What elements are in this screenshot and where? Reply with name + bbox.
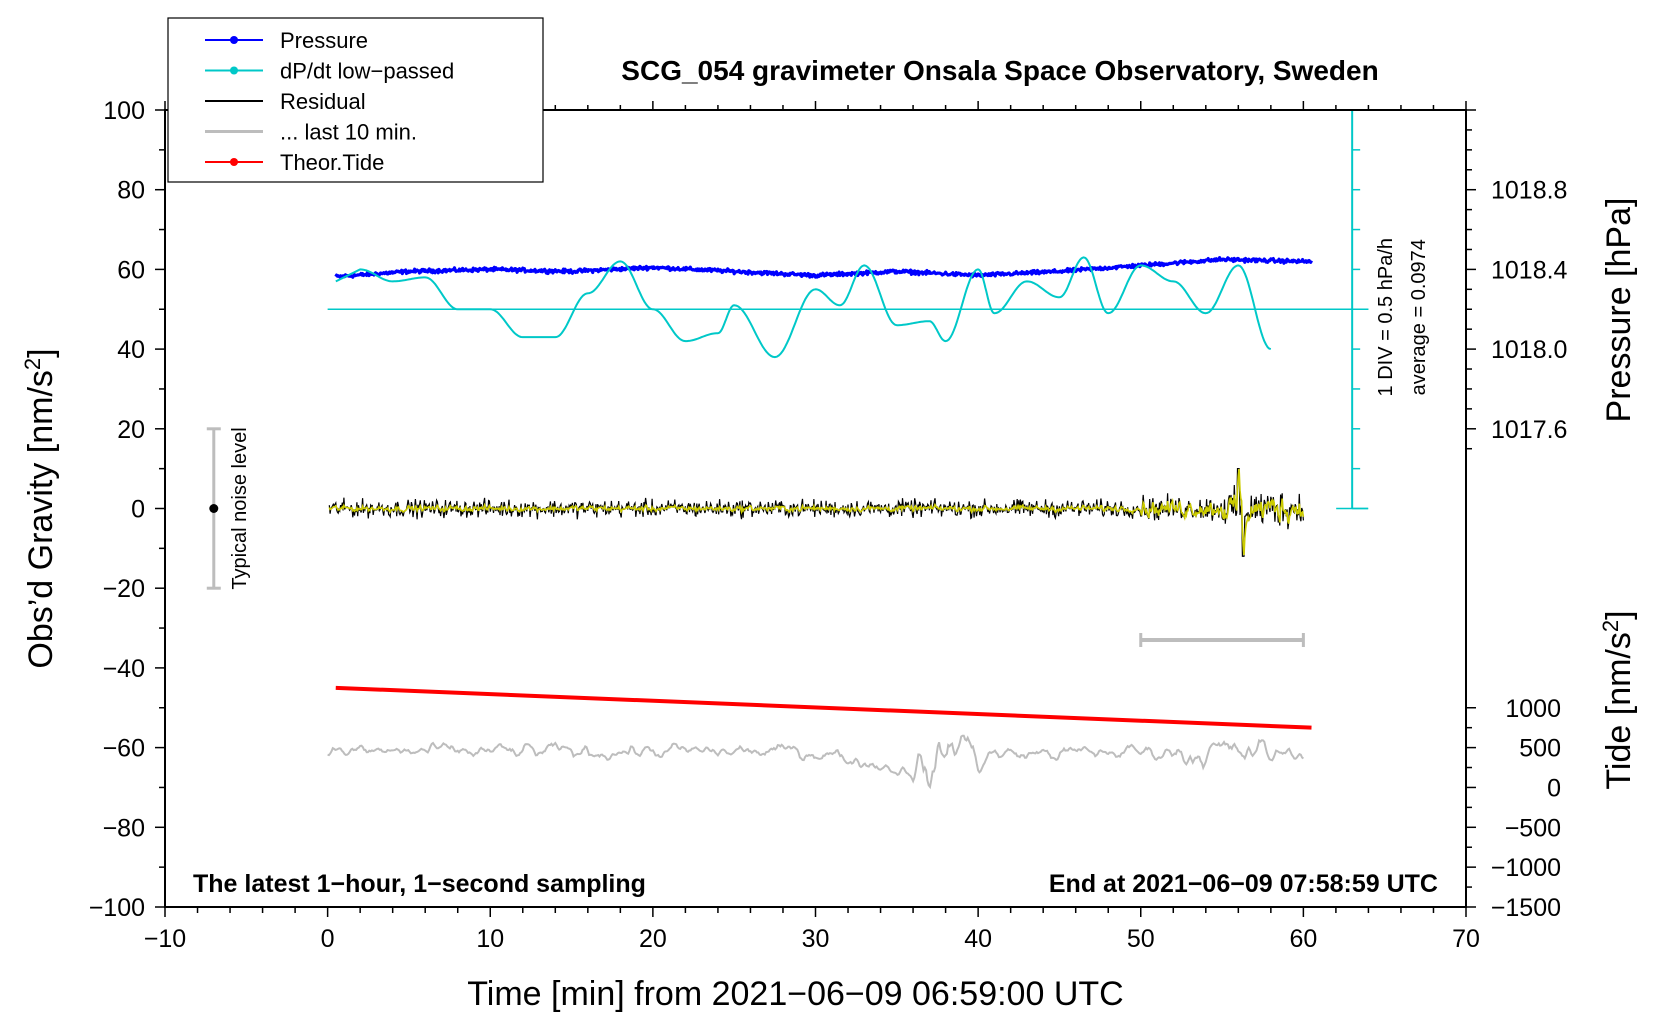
series-last10 (327, 734, 1305, 790)
y-tick-label: −100 (89, 894, 145, 922)
pressure-tick-label: 1018.0 (1491, 336, 1567, 364)
x-tick-label: 70 (1452, 925, 1480, 953)
tide-axis-title: Tide [nm/s2] (1598, 610, 1638, 789)
x-tick-label: 20 (639, 925, 667, 953)
y-tick-label: −80 (103, 814, 145, 842)
legend-label: ... last 10 min. (280, 120, 417, 145)
y-tick-label: −20 (103, 575, 145, 603)
x-tick-label: 10 (476, 925, 504, 953)
tide-tick-label: 0 (1547, 774, 1561, 802)
x-tick-label: 40 (964, 925, 992, 953)
noise-label: Typical noise level (229, 427, 251, 589)
tide-tick-label: −1500 (1491, 894, 1561, 922)
tide-tick-label: −500 (1505, 814, 1561, 842)
pressure-tick-label: 1018.8 (1491, 177, 1567, 205)
x-axis-title: Time [min] from 2021−06−09 06:59:00 UTC (467, 975, 1123, 1013)
x-tick-label: 30 (802, 925, 830, 953)
y-tick-label: 100 (103, 97, 145, 125)
y-tick-label: −40 (103, 655, 145, 683)
y-tick-label: 40 (117, 336, 145, 364)
x-tick-label: 60 (1289, 925, 1317, 953)
legend-marker (230, 158, 238, 166)
legend-marker (230, 36, 238, 44)
x-tick-label: 0 (321, 925, 335, 953)
series-tide (335, 685, 1312, 730)
series-pressure (334, 256, 1313, 279)
legend-label: Residual (280, 89, 366, 114)
chart-title: SCG_054 gravimeter Onsala Space Observat… (621, 55, 1378, 86)
x-tick-label: −10 (144, 925, 186, 953)
y-tick-label: 0 (131, 496, 145, 524)
dpdt-average-label: average = 0.0974 (1408, 239, 1430, 395)
noise-bar-dot (209, 504, 219, 513)
tide-tick-label: 1000 (1505, 695, 1561, 723)
legend-label: Theor.Tide (280, 150, 384, 175)
y-axis-title: Obs’d Gravity [nm/s2] (20, 348, 60, 668)
x-tick-label: 50 (1127, 925, 1155, 953)
tide-tick-label: −1000 (1491, 854, 1561, 882)
legend-label: Pressure (280, 28, 368, 53)
y-tick-label: 80 (117, 177, 145, 205)
y-tick-label: 20 (117, 416, 145, 444)
annotation-right: End at 2021−06−09 07:58:59 UTC (1049, 870, 1438, 898)
y-tick-label: 60 (117, 256, 145, 284)
tide-tick-label: 500 (1519, 735, 1561, 763)
legend-marker (230, 66, 238, 75)
series-residual-smoothed (328, 468, 1305, 556)
pressure-tick-label: 1018.4 (1491, 256, 1568, 284)
y-tick-label: −60 (103, 735, 145, 763)
annotation-left: The latest 1−hour, 1−second sampling (193, 870, 646, 898)
pressure-tick-label: 1017.6 (1491, 416, 1567, 444)
pressure-axis-title: Pressure [hPa] (1600, 198, 1638, 423)
dpdt-scale-label: 1 DIV = 0.5 hPa/h (1375, 238, 1397, 396)
legend-label: dP/dt low−passed (280, 59, 454, 84)
series-dpdt (335, 256, 1272, 359)
